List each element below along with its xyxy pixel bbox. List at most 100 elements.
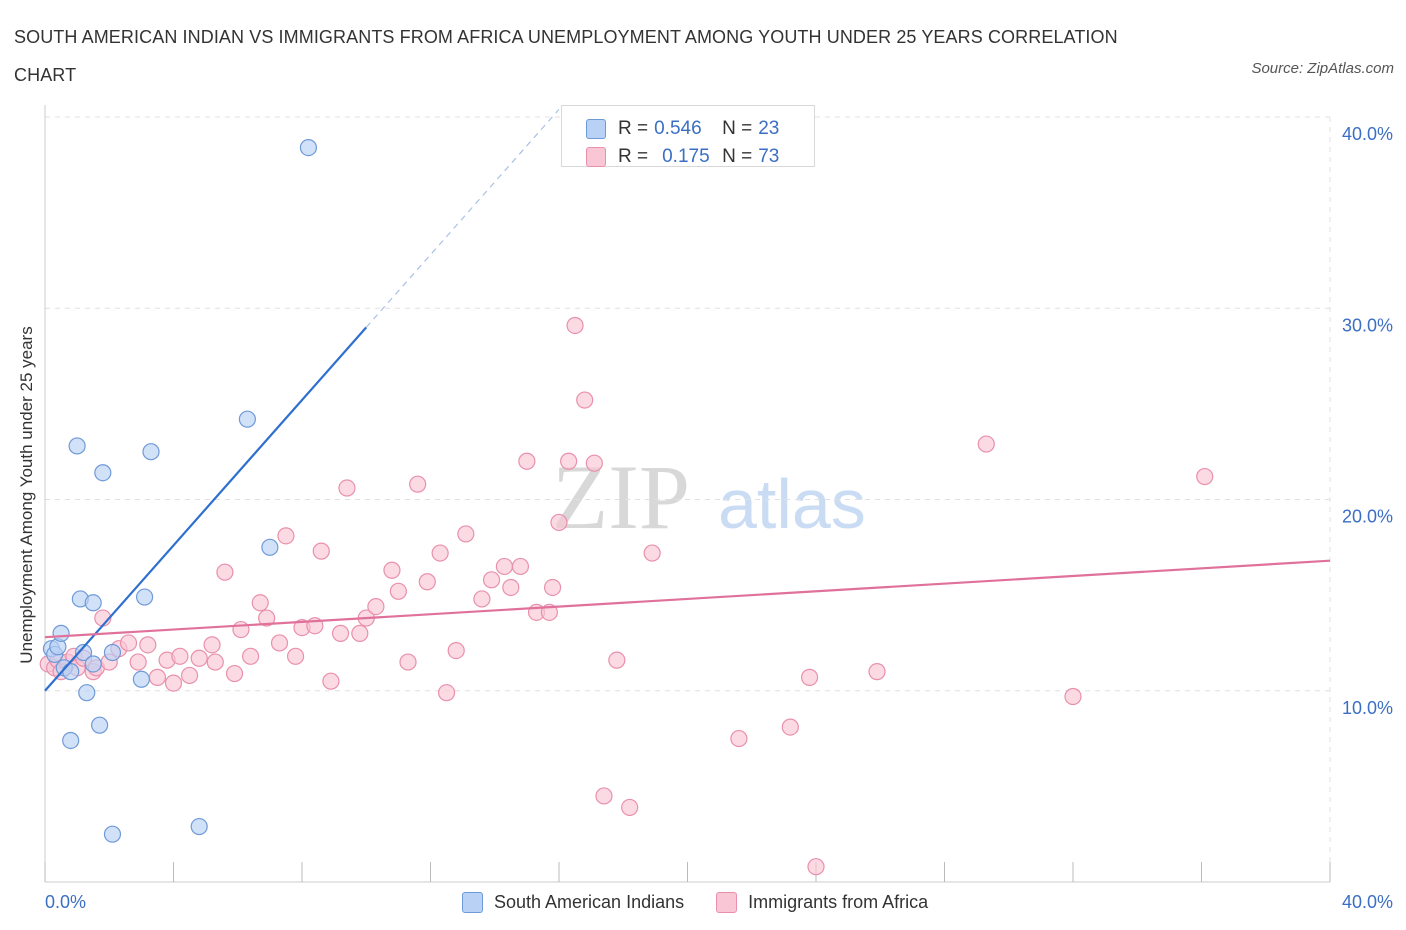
immigrants-from-africa-point [560, 452, 578, 470]
immigrants-from-africa-point [437, 684, 456, 702]
series-legend: South American Indians Immigrants from A… [462, 889, 960, 915]
legend-label: South American Indians [494, 891, 685, 912]
immigrants-from-africa-point [206, 653, 224, 671]
south-american-indians-point [68, 437, 86, 455]
south-american-indians-point [84, 594, 102, 612]
immigrants-from-africa-point [389, 582, 407, 600]
immigrants-from-africa-point [643, 544, 661, 562]
immigrants-from-africa-point [868, 663, 886, 681]
immigrants-from-africa-point [595, 787, 613, 805]
south-american-indians-point [78, 684, 96, 702]
immigrants-from-africa-point [164, 674, 183, 692]
immigrants-from-africa-point [225, 664, 244, 683]
south-american-indians-point [299, 139, 318, 157]
immigrants-from-africa-point [286, 647, 305, 665]
immigrants-from-africa-point [511, 557, 530, 576]
immigrants-from-africa-point [473, 590, 491, 608]
r-value: 0.175 [662, 146, 710, 167]
south-american-indians-point [142, 443, 160, 461]
south-american-indians-point [135, 588, 154, 606]
south-american-indians-point [62, 731, 80, 750]
immigrants-from-africa-point [331, 624, 350, 642]
south-american-indians-trendline [44, 326, 368, 692]
immigrants-from-africa-point [367, 597, 385, 616]
immigrants-from-africa-point [312, 542, 330, 560]
immigrants-from-africa-point [1196, 467, 1214, 486]
immigrants-from-africa-point [543, 578, 562, 597]
immigrants-from-africa-point [418, 573, 436, 591]
south-american-indians-point [261, 538, 279, 556]
immigrants-from-africa-point [148, 668, 167, 686]
correlation-legend: R = 0.546 N = 23 R = 0.175 N = 73 [561, 105, 815, 167]
south-american-indians-point [94, 464, 112, 482]
immigrants-from-africa-trendline [44, 559, 1331, 639]
watermark-atlas: atlas [718, 465, 866, 543]
legend-label: Immigrants from Africa [748, 891, 929, 912]
n-label: N = [722, 146, 753, 167]
immigrants-from-africa-point [383, 561, 401, 579]
chart-title: SOUTH AMERICAN INDIAN VS IMMIGRANTS FROM… [14, 27, 1118, 85]
immigrants-from-africa-point [409, 475, 427, 493]
pink-swatch [716, 891, 738, 913]
n-label: N = [722, 118, 753, 139]
south-american-indians-point [103, 643, 122, 662]
immigrants-from-africa-point [518, 452, 536, 470]
immigrants-from-africa-point [621, 798, 639, 817]
r-label: R = [618, 146, 649, 167]
immigrants-from-africa-point [800, 668, 819, 686]
south-american-indians-point [84, 655, 102, 673]
y-tick-label: 20.0% [1342, 507, 1393, 527]
immigrants-from-africa-point [781, 718, 799, 736]
immigrants-from-africa-point [585, 454, 603, 472]
south-american-indians-point [190, 817, 208, 836]
immigrants-from-africa-point [457, 525, 475, 543]
immigrants-from-africa-point [431, 544, 449, 562]
south-american-indians-point [74, 643, 93, 662]
blue-swatch [462, 891, 483, 913]
south-american-indians-point [52, 624, 70, 642]
n-value: 23 [758, 118, 780, 139]
immigrants-from-africa-point [608, 651, 626, 669]
immigrants-from-africa-point [338, 479, 356, 497]
immigrants-from-africa-point [242, 647, 260, 665]
immigrants-from-africa-point [576, 391, 594, 409]
immigrants-from-africa-point [129, 653, 147, 671]
south-american-indians-point [132, 670, 150, 688]
immigrants-from-africa-point [322, 672, 340, 690]
immigrants-from-africa-point [566, 316, 584, 335]
immigrants-from-africa-point [232, 620, 250, 639]
y-tick-label: 30.0% [1342, 315, 1393, 335]
immigrants-from-africa-point [251, 594, 269, 612]
immigrants-from-africa-point [139, 636, 157, 654]
blue-swatch [586, 119, 606, 139]
immigrants-from-africa-point [351, 624, 369, 642]
south-american-indians-point [91, 716, 109, 734]
r-value: 0.546 [654, 118, 702, 139]
immigrants-from-africa-point [977, 435, 995, 453]
immigrants-from-africa-point [119, 634, 138, 652]
n-value: 73 [758, 146, 780, 167]
immigrants-from-africa-point [270, 634, 289, 652]
legend-item-immigrants-from-africa[interactable]: Immigrants from Africa [716, 891, 929, 913]
x-tick-label: 0.0% [45, 892, 86, 912]
immigrants-from-africa-point [277, 527, 295, 545]
south-american-indians-point [62, 663, 80, 681]
source-label: Source: ZipAtlas.com [1251, 60, 1394, 77]
pink-swatch [586, 147, 606, 167]
x-tick-label: 40.0% [1342, 892, 1393, 912]
immigrants-from-africa-point [447, 641, 465, 660]
immigrants-from-africa-point [399, 653, 417, 671]
immigrants-from-africa-point [495, 557, 513, 576]
legend-row-blue: R = 0.546 N = 23 [586, 115, 779, 143]
immigrants-from-africa-point [482, 571, 501, 589]
immigrants-from-africa-point [550, 513, 568, 532]
immigrants-from-africa-point [180, 666, 199, 685]
r-label: R = [618, 118, 649, 139]
immigrants-from-africa-point [502, 578, 520, 597]
immigrants-from-africa-point [1064, 687, 1082, 706]
legend-row-pink: R = 0.175 N = 73 [586, 143, 779, 171]
immigrants-from-africa-point [730, 729, 748, 748]
legend-item-south-american-indians[interactable]: South American Indians [462, 891, 685, 913]
immigrants-from-africa-point [258, 609, 276, 627]
